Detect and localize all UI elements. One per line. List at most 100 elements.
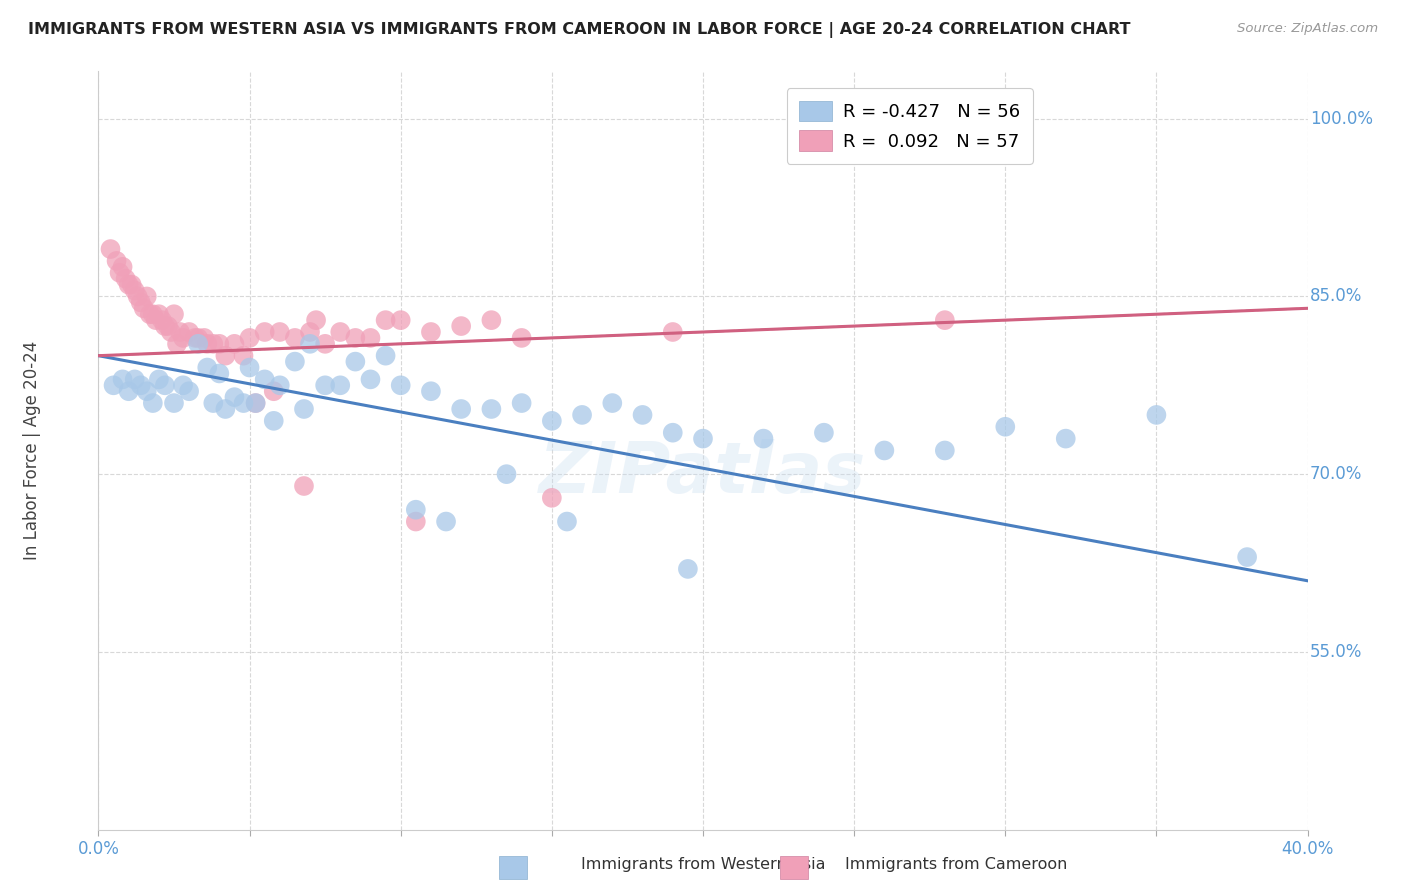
Point [169, 325, 191, 339]
Point [172, 331, 194, 345]
Point [450, 402, 472, 417]
Point [481, 402, 503, 417]
Text: Immigrants from Western Asia: Immigrants from Western Asia [581, 857, 825, 872]
Point [420, 325, 443, 339]
Point [555, 515, 578, 529]
Point [214, 402, 236, 417]
Point [142, 396, 165, 410]
Point [329, 325, 352, 339]
Point [1236, 550, 1258, 565]
Point [100, 242, 122, 256]
Point [284, 354, 307, 368]
Point [1144, 408, 1167, 422]
Point [405, 515, 427, 529]
Point [232, 349, 254, 363]
Point [692, 432, 714, 446]
Point [263, 384, 285, 399]
Point [934, 443, 956, 458]
Point [208, 336, 231, 351]
Point [224, 336, 246, 351]
Point [1054, 432, 1077, 446]
Point [132, 301, 155, 316]
Point [344, 354, 367, 368]
Point [239, 360, 262, 375]
Point [195, 360, 218, 375]
Point [187, 331, 209, 345]
Point [510, 396, 533, 410]
Point [118, 277, 141, 292]
Point [510, 331, 533, 345]
Point [114, 271, 136, 285]
Point [156, 319, 179, 334]
Point [202, 336, 225, 351]
Point [160, 325, 183, 339]
Point [142, 307, 165, 321]
Point [631, 408, 654, 422]
Point [292, 402, 315, 417]
Point [245, 396, 267, 410]
Point [135, 289, 157, 303]
Point [108, 266, 131, 280]
Text: IMMIGRANTS FROM WESTERN ASIA VS IMMIGRANTS FROM CAMEROON IN LABOR FORCE | AGE 20: IMMIGRANTS FROM WESTERN ASIA VS IMMIGRAN… [28, 22, 1130, 38]
Point [124, 372, 146, 386]
Point [208, 367, 231, 381]
Point [135, 384, 157, 399]
Text: 70.0%: 70.0% [1310, 465, 1362, 483]
Point [202, 396, 225, 410]
Point [450, 319, 472, 334]
Point [661, 325, 683, 339]
Point [374, 349, 396, 363]
Point [150, 313, 173, 327]
Point [184, 331, 207, 345]
Point [195, 336, 218, 351]
Point [602, 396, 624, 410]
Text: Immigrants from Cameroon: Immigrants from Cameroon [845, 857, 1067, 872]
Point [299, 336, 322, 351]
Point [752, 432, 775, 446]
Point [314, 336, 336, 351]
Point [105, 253, 128, 268]
Point [389, 378, 412, 392]
Point [269, 378, 291, 392]
Point [139, 307, 162, 321]
Point [360, 331, 382, 345]
Text: In Labor Force | Age 20-24: In Labor Force | Age 20-24 [22, 341, 41, 560]
Point [129, 378, 152, 392]
Point [224, 390, 246, 404]
Point [129, 295, 152, 310]
Point [214, 349, 236, 363]
Point [253, 325, 276, 339]
Point [121, 277, 143, 292]
Point [193, 331, 215, 345]
Point [420, 384, 443, 399]
Point [153, 378, 176, 392]
Point [148, 372, 170, 386]
Point [873, 443, 896, 458]
Point [329, 378, 352, 392]
Point [232, 396, 254, 410]
Point [389, 313, 412, 327]
Point [314, 378, 336, 392]
Point [934, 313, 956, 327]
Point [111, 372, 134, 386]
Point [124, 284, 146, 298]
Point [172, 378, 194, 392]
Text: 100.0%: 100.0% [1310, 110, 1374, 128]
Text: Source: ZipAtlas.com: Source: ZipAtlas.com [1237, 22, 1378, 36]
Point [263, 414, 285, 428]
Point [269, 325, 291, 339]
Point [540, 414, 562, 428]
Point [245, 396, 267, 410]
Point [481, 313, 503, 327]
Point [239, 331, 262, 345]
Point [153, 319, 176, 334]
Point [145, 313, 167, 327]
Point [374, 313, 396, 327]
Point [179, 384, 201, 399]
Point [344, 331, 367, 345]
Point [127, 289, 149, 303]
Point [571, 408, 593, 422]
Text: 85.0%: 85.0% [1310, 287, 1362, 305]
Point [495, 467, 517, 482]
Point [994, 419, 1017, 434]
